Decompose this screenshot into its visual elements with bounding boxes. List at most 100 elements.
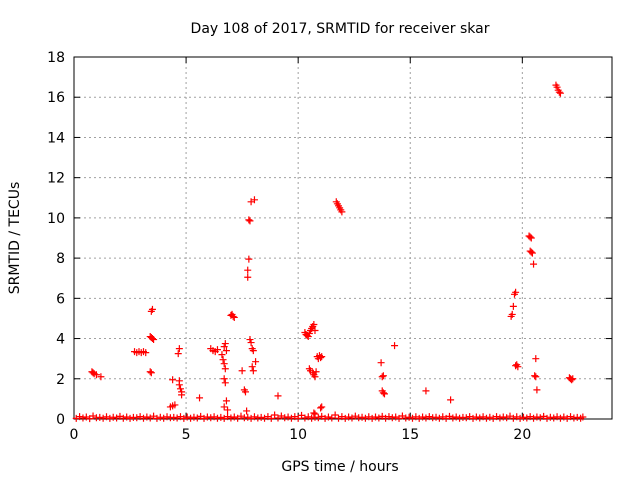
data-point	[314, 414, 322, 422]
data-point	[92, 371, 100, 379]
data-point	[109, 413, 117, 421]
data-point	[331, 411, 339, 419]
data-point	[76, 413, 84, 421]
data-point	[126, 414, 134, 422]
x-tick-label: 15	[401, 427, 419, 443]
data-point	[324, 413, 332, 421]
data-point	[304, 413, 312, 421]
data-point	[563, 414, 571, 422]
data-point	[243, 407, 251, 415]
data-point	[556, 89, 564, 97]
data-point	[106, 414, 114, 422]
data-point	[97, 373, 105, 381]
x-tick-label: 5	[182, 427, 191, 443]
data-point	[579, 413, 587, 421]
data-point	[405, 413, 413, 421]
data-point	[567, 413, 575, 421]
data-point	[176, 413, 184, 421]
data-point	[178, 391, 186, 399]
y-tick-label: 18	[47, 50, 65, 66]
chart-title: Day 108 of 2017, SRMTID for receiver ska…	[191, 21, 490, 37]
data-point	[570, 414, 578, 422]
plot-frame	[73, 56, 613, 420]
data-point	[533, 386, 541, 394]
data-point	[220, 375, 228, 383]
data-point	[422, 387, 430, 395]
data-point	[222, 397, 230, 405]
data-point	[496, 414, 504, 422]
data-point	[335, 414, 343, 422]
data-point	[193, 414, 201, 422]
data-point	[422, 414, 430, 422]
data-point	[284, 413, 292, 421]
data-point	[345, 413, 353, 421]
data-point	[379, 389, 387, 397]
data-point	[169, 376, 177, 384]
data-point	[365, 413, 373, 421]
data-point	[148, 305, 156, 313]
data-point	[250, 196, 258, 204]
data-point	[513, 413, 521, 421]
data-point	[493, 413, 501, 421]
data-point	[532, 373, 540, 381]
data-point	[96, 413, 104, 421]
data-point	[277, 412, 285, 420]
data-point	[291, 413, 299, 421]
data-point	[175, 345, 183, 353]
data-point	[526, 413, 534, 421]
data-point	[318, 353, 326, 361]
data-point	[213, 414, 221, 422]
data-point	[530, 260, 538, 268]
data-point	[171, 401, 179, 409]
data-point	[271, 411, 279, 419]
data-point	[351, 412, 359, 420]
data-point	[146, 414, 154, 422]
data-point	[252, 358, 260, 366]
data-point	[190, 413, 198, 421]
data-point	[514, 363, 522, 371]
data-point	[176, 385, 184, 393]
data-point	[466, 413, 474, 421]
data-point	[221, 340, 229, 348]
data-point	[304, 333, 312, 341]
data-point	[429, 414, 437, 422]
data-point	[358, 413, 366, 421]
y-tick-label: 0	[56, 412, 65, 428]
data-point	[311, 327, 319, 335]
data-point	[238, 367, 246, 375]
data-point	[230, 313, 238, 321]
data-point	[479, 413, 487, 421]
data-point	[328, 414, 336, 422]
data-point	[361, 414, 369, 422]
data-point	[257, 413, 265, 421]
data-point	[398, 412, 406, 420]
data-point	[338, 208, 346, 216]
data-point	[220, 414, 228, 422]
data-point	[486, 413, 494, 421]
data-point	[419, 413, 427, 421]
data-point	[221, 365, 229, 373]
data-point	[82, 413, 90, 421]
data-point	[174, 350, 182, 358]
data-point	[391, 342, 399, 350]
data-point	[244, 273, 252, 281]
data-point	[408, 414, 416, 422]
data-point	[526, 233, 534, 241]
data-point	[249, 367, 257, 375]
data-point	[170, 413, 178, 421]
data-point	[146, 368, 154, 376]
data-point	[546, 413, 554, 421]
y-tick-label: 12	[47, 171, 65, 187]
data-point	[317, 354, 325, 362]
data-point	[247, 414, 255, 422]
data-point	[472, 413, 480, 421]
data-point	[382, 414, 390, 422]
data-point	[341, 414, 349, 422]
data-point	[79, 414, 87, 422]
data-point	[447, 396, 455, 404]
data-point	[530, 414, 538, 422]
data-point	[482, 414, 490, 422]
data-point	[175, 381, 183, 389]
x-tick-label: 10	[289, 427, 307, 443]
data-point	[139, 414, 147, 422]
